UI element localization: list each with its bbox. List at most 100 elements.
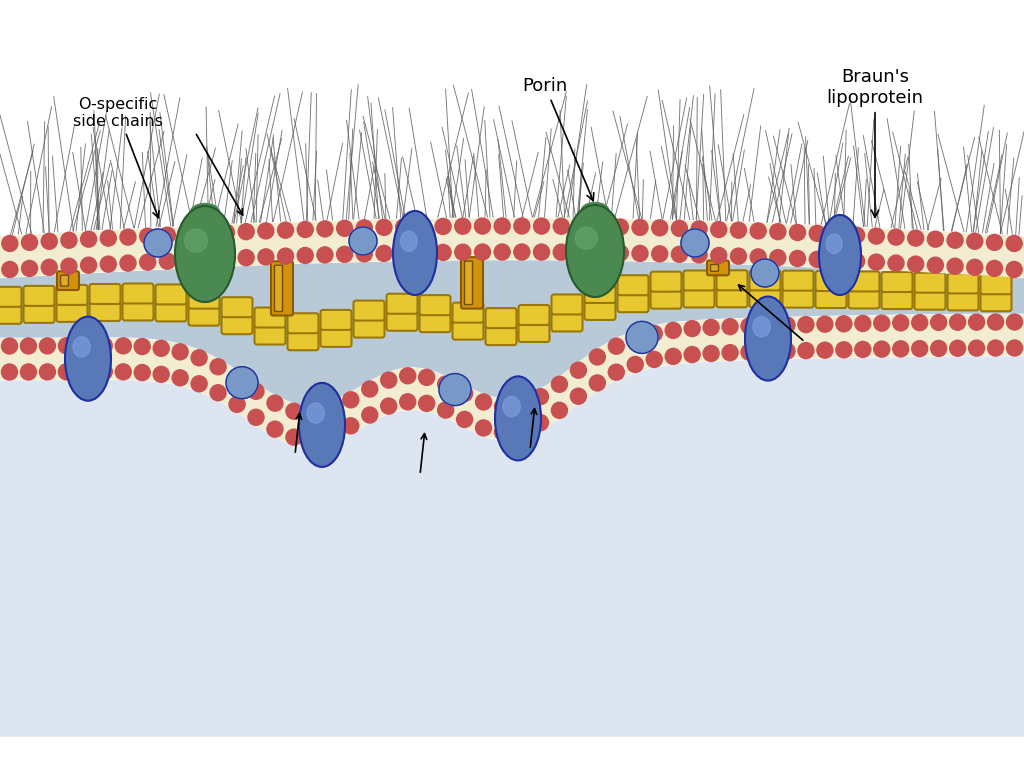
FancyBboxPatch shape <box>0 304 22 324</box>
FancyBboxPatch shape <box>650 288 682 308</box>
Circle shape <box>809 225 825 242</box>
Circle shape <box>381 372 396 388</box>
Circle shape <box>570 362 587 378</box>
FancyBboxPatch shape <box>717 270 748 290</box>
Circle shape <box>551 402 567 418</box>
FancyBboxPatch shape <box>552 295 583 314</box>
Circle shape <box>100 230 117 246</box>
Circle shape <box>248 410 264 426</box>
FancyBboxPatch shape <box>683 288 715 308</box>
Circle shape <box>120 255 136 271</box>
Circle shape <box>172 370 188 386</box>
Circle shape <box>570 388 587 404</box>
Circle shape <box>703 319 719 335</box>
Circle shape <box>691 247 708 263</box>
Circle shape <box>419 395 434 411</box>
Circle shape <box>931 341 946 357</box>
Circle shape <box>475 420 492 436</box>
Circle shape <box>172 344 188 360</box>
FancyBboxPatch shape <box>683 271 715 291</box>
Circle shape <box>41 233 57 249</box>
Circle shape <box>612 219 629 235</box>
Circle shape <box>967 259 983 275</box>
Circle shape <box>457 411 473 427</box>
Circle shape <box>514 244 529 260</box>
FancyBboxPatch shape <box>188 305 219 326</box>
Circle shape <box>154 341 169 357</box>
Circle shape <box>911 341 928 357</box>
FancyBboxPatch shape <box>782 288 813 308</box>
FancyBboxPatch shape <box>60 275 69 286</box>
Ellipse shape <box>575 227 597 249</box>
Circle shape <box>949 314 966 331</box>
Circle shape <box>495 424 511 440</box>
FancyBboxPatch shape <box>89 301 121 321</box>
FancyBboxPatch shape <box>123 301 154 321</box>
Circle shape <box>513 397 529 413</box>
Circle shape <box>855 315 870 331</box>
Circle shape <box>278 249 294 264</box>
Circle shape <box>651 220 668 235</box>
FancyBboxPatch shape <box>650 272 682 291</box>
Circle shape <box>160 227 175 243</box>
Circle shape <box>229 370 245 387</box>
Circle shape <box>628 357 643 373</box>
FancyBboxPatch shape <box>518 305 550 325</box>
FancyBboxPatch shape <box>156 285 186 304</box>
Circle shape <box>590 375 605 391</box>
FancyBboxPatch shape <box>89 284 121 304</box>
Circle shape <box>590 349 605 365</box>
Circle shape <box>286 403 302 419</box>
Circle shape <box>58 337 75 354</box>
Ellipse shape <box>495 377 541 460</box>
FancyBboxPatch shape <box>188 288 219 308</box>
FancyBboxPatch shape <box>552 311 583 331</box>
Circle shape <box>888 229 904 245</box>
Circle shape <box>817 316 833 332</box>
FancyBboxPatch shape <box>947 273 979 294</box>
Circle shape <box>305 405 321 421</box>
Circle shape <box>199 225 215 242</box>
Circle shape <box>210 385 226 400</box>
FancyBboxPatch shape <box>617 292 648 312</box>
FancyBboxPatch shape <box>453 320 483 340</box>
Circle shape <box>416 245 431 261</box>
FancyBboxPatch shape <box>24 286 54 306</box>
Ellipse shape <box>581 202 609 219</box>
Circle shape <box>849 227 864 243</box>
FancyBboxPatch shape <box>782 271 813 291</box>
Circle shape <box>911 314 928 331</box>
Circle shape <box>179 252 196 268</box>
FancyBboxPatch shape <box>221 297 253 318</box>
FancyBboxPatch shape <box>707 261 729 275</box>
Circle shape <box>239 250 254 265</box>
Circle shape <box>239 224 254 239</box>
Circle shape <box>907 230 924 246</box>
Circle shape <box>134 364 151 380</box>
Ellipse shape <box>190 203 219 220</box>
Circle shape <box>100 256 117 272</box>
Circle shape <box>139 254 156 270</box>
Circle shape <box>741 344 757 360</box>
FancyBboxPatch shape <box>57 272 79 290</box>
Circle shape <box>218 251 234 266</box>
Circle shape <box>96 337 113 354</box>
Ellipse shape <box>393 211 437 295</box>
FancyBboxPatch shape <box>353 301 384 321</box>
Circle shape <box>681 229 709 257</box>
Ellipse shape <box>175 206 234 302</box>
FancyBboxPatch shape <box>56 302 87 322</box>
Circle shape <box>58 364 75 380</box>
Circle shape <box>632 245 648 262</box>
Circle shape <box>337 220 352 236</box>
Circle shape <box>41 259 57 275</box>
Circle shape <box>474 218 490 234</box>
Circle shape <box>760 344 776 360</box>
Circle shape <box>474 244 490 260</box>
Circle shape <box>947 258 964 275</box>
Circle shape <box>361 407 378 423</box>
Circle shape <box>711 222 727 238</box>
Circle shape <box>666 322 681 338</box>
Circle shape <box>419 370 434 385</box>
Circle shape <box>1007 262 1022 278</box>
